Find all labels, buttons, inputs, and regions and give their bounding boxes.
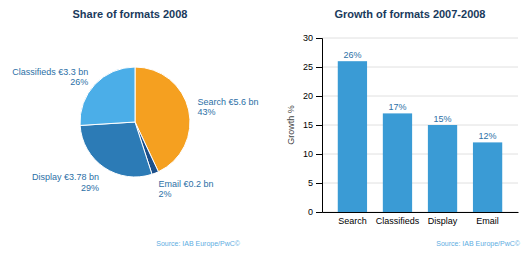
pie-label: Email €0.2 bn2% bbox=[159, 179, 214, 199]
pie-label-category: Classifieds €3.3 bn bbox=[12, 67, 88, 77]
y-tick: 5 bbox=[308, 178, 322, 188]
grid-line bbox=[322, 38, 518, 39]
y-tick: 10 bbox=[303, 149, 322, 159]
tick-label: 15 bbox=[303, 120, 313, 130]
pie-label-value: 2% bbox=[159, 189, 172, 199]
y-tick: 30 bbox=[303, 33, 322, 43]
data-labels: 26% 17% 15% 12% bbox=[343, 50, 496, 141]
source-note: Source: IAB Europe/PwC© bbox=[156, 240, 241, 248]
y-axis: 0 5 10 15 20 25 30 bbox=[303, 33, 323, 217]
tick-mark bbox=[316, 183, 322, 184]
chart-title: Growth of formats 2007-2008 bbox=[335, 8, 486, 20]
pie-panel: Share of formats 2008 Search €5.6 bn43% Em… bbox=[12, 8, 258, 248]
x-tick: Display bbox=[428, 212, 458, 226]
tick-label: 20 bbox=[303, 91, 313, 101]
tick-label: 25 bbox=[303, 62, 313, 72]
tick-mark bbox=[316, 38, 322, 39]
axis-title: Growth % bbox=[286, 105, 296, 145]
axis-line bbox=[316, 39, 323, 213]
pie-label-category: Display €3.78 bn bbox=[32, 172, 99, 182]
tick-label: 10 bbox=[303, 149, 313, 159]
y-tick: 15 bbox=[303, 120, 322, 130]
tick-mark bbox=[316, 125, 322, 126]
pie-label-category: Email €0.2 bn bbox=[159, 179, 214, 189]
tick-mark bbox=[316, 154, 322, 155]
data-label: 17% bbox=[388, 102, 406, 112]
bar bbox=[383, 113, 412, 212]
x-tick: Email bbox=[476, 212, 499, 226]
data-label: 26% bbox=[343, 50, 361, 60]
axis-line bbox=[323, 212, 519, 213]
bar bbox=[338, 61, 367, 212]
bar bbox=[428, 125, 457, 212]
pie-label-value: 29% bbox=[81, 183, 99, 193]
tick-mark bbox=[316, 212, 322, 213]
source-note: Source: IAB Europe/PwC© bbox=[436, 240, 521, 248]
chart-title: Share of formats 2008 bbox=[73, 8, 188, 20]
pie-label: Search €5.6 bn43% bbox=[197, 97, 258, 117]
y-tick: 25 bbox=[303, 62, 322, 72]
tick-label: Search bbox=[338, 216, 367, 226]
pie-label-value: 43% bbox=[197, 107, 215, 117]
bar bbox=[473, 142, 502, 212]
tick-mark bbox=[316, 67, 322, 68]
tick-label: 30 bbox=[303, 33, 313, 43]
pie-label-value: 26% bbox=[70, 77, 88, 87]
tick-label: Classifieds bbox=[376, 216, 420, 226]
chart-root: Share of formats 2008 Search €5.6 bn43% Em… bbox=[0, 0, 528, 257]
pie-slices bbox=[80, 67, 190, 177]
tick-label: 0 bbox=[308, 207, 313, 217]
pie-labels: Search €5.6 bn43% Email €0.2 bn2% Display … bbox=[12, 67, 258, 199]
data-label: 15% bbox=[434, 114, 452, 124]
grid bbox=[322, 38, 518, 212]
data-label: 12% bbox=[479, 131, 497, 141]
tick-label: Display bbox=[428, 216, 458, 226]
x-tick: Search bbox=[338, 212, 367, 226]
tick-label: 5 bbox=[308, 178, 313, 188]
pie-label: Classifieds €3.3 bn26% bbox=[12, 67, 88, 87]
pie-label-category: Search €5.6 bn bbox=[197, 97, 258, 107]
x-axis: Search Classifieds Display Email bbox=[323, 212, 519, 226]
y-tick: 20 bbox=[303, 91, 322, 101]
tick-mark bbox=[316, 96, 322, 97]
bar-panel: Growth of formats 2007-2008 0 5 10 15 20 25 30 S… bbox=[286, 8, 521, 248]
pie-label: Display €3.78 bn29% bbox=[32, 172, 99, 192]
y-tick: 0 bbox=[308, 207, 322, 217]
pie-slice bbox=[80, 122, 152, 177]
tick-label: Email bbox=[476, 216, 499, 226]
bars bbox=[338, 61, 502, 212]
x-tick: Classifieds bbox=[376, 212, 420, 226]
